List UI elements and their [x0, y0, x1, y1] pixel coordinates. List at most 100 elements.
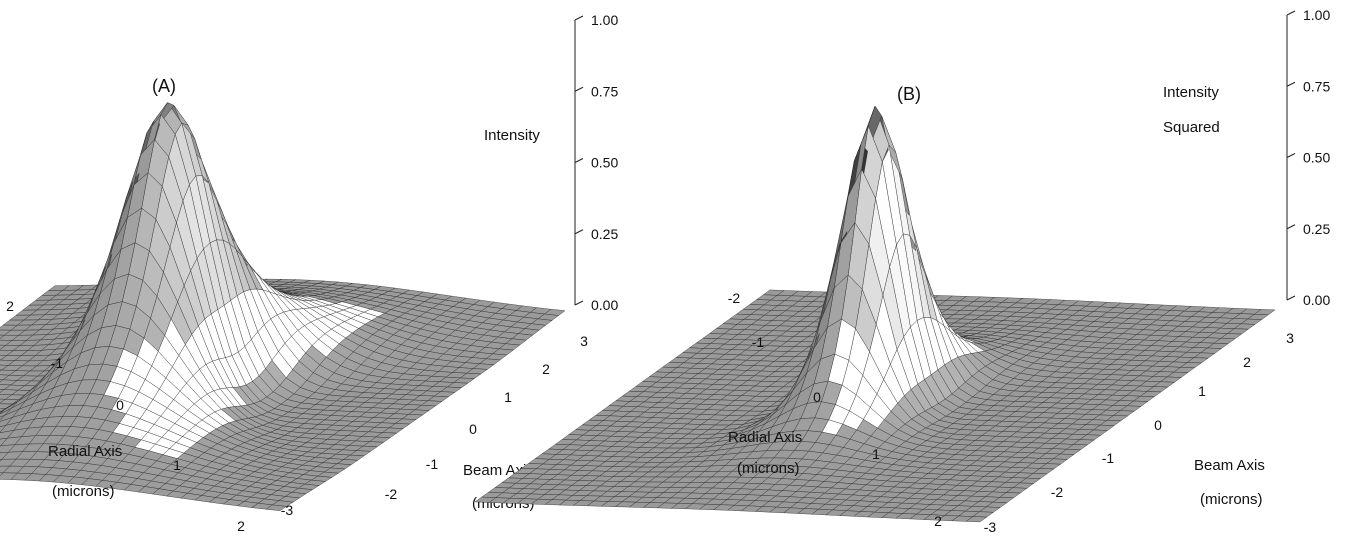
surface-cell	[0, 408, 20, 422]
surface-cell	[0, 324, 18, 331]
surface-cell	[474, 496, 497, 503]
z-tick	[1286, 81, 1296, 87]
panel-a: 1.00 0.75 0.50 0.25 0.00 3 2 1 0 -1 -2 -3 2 -1 0 1 2 (A)…	[0, 12, 618, 534]
panel-b-radial-unit: (microns)	[737, 460, 800, 477]
beam-tick-label: -1	[426, 456, 439, 472]
surface-cell	[0, 369, 17, 376]
radial-tick-label: 2	[6, 298, 14, 314]
surface-cell	[0, 465, 11, 473]
beam-tick-label: 1	[504, 389, 512, 405]
radial-tick-label: 0	[813, 389, 821, 405]
z-tick	[1286, 153, 1296, 158]
panel-a-z-label: Intensity	[484, 127, 540, 144]
z-tick	[574, 158, 584, 163]
surface-cell	[0, 364, 9, 371]
beam-tick-label: 0	[469, 421, 477, 437]
beam-tick-label: 2	[542, 361, 550, 377]
z-tick	[1286, 295, 1296, 301]
panel-b-surface	[474, 105, 1276, 523]
radial-tick-label: 1	[173, 457, 181, 473]
beam-tick-label: 0	[1154, 417, 1162, 433]
surface-cell	[0, 329, 12, 336]
radial-tick-label: 2	[934, 513, 942, 529]
surface-cell	[0, 379, 4, 383]
beam-tick-label: -1	[1102, 450, 1115, 466]
surface-cell	[0, 415, 5, 421]
z-tick-label: 0.25	[1303, 221, 1330, 237]
surface-cell	[0, 394, 13, 400]
surface-cell	[0, 369, 3, 372]
z-tick	[1286, 10, 1296, 16]
panel-b-z-label: Intensity	[1163, 84, 1219, 101]
z-tick	[574, 86, 584, 92]
surface-cell	[0, 344, 7, 350]
z-tick-label: 1.00	[591, 12, 618, 28]
z-tick-label: 0.25	[591, 226, 618, 242]
surface-cell	[0, 410, 4, 414]
z-tick-label: 0.50	[1303, 150, 1330, 166]
surface-cell	[0, 424, 7, 433]
panel-b-label: (B)	[897, 84, 921, 104]
z-tick-label: 0.00	[591, 297, 618, 313]
surface-cell	[0, 405, 11, 413]
surface-cell	[0, 374, 10, 381]
surface-cell	[0, 345, 21, 351]
surface-cell	[0, 389, 5, 393]
surface-cell	[0, 416, 14, 428]
z-tick-label: 0.75	[1303, 78, 1330, 94]
panel-b-radial-label: Radial Axis	[728, 429, 802, 446]
surface-cell	[0, 401, 18, 415]
beam-tick-label: -2	[1051, 484, 1064, 500]
surface-cell	[0, 451, 9, 460]
surface-cell	[0, 384, 12, 390]
panel-b-beam-label: Beam Axis	[1194, 457, 1265, 474]
radial-tick-label: 2	[237, 518, 245, 534]
surface-cell	[0, 444, 16, 453]
panel-b-axes: 1.00 0.75 0.50 0.25 0.00 3 2 1 0 -1 -2 -3 -2 -1 0 1 2	[728, 7, 1331, 535]
surface-cell	[0, 398, 6, 404]
surface-cell	[0, 334, 5, 339]
panel-b-z-label-2: Squared	[1163, 119, 1220, 136]
beam-tick-label: -3	[984, 519, 997, 535]
panel-b-beam-unit: (microns)	[1200, 491, 1263, 508]
surface-cell	[0, 472, 4, 477]
z-tick	[1286, 224, 1296, 230]
beam-tick-label: -2	[385, 486, 398, 502]
surface-cell	[0, 421, 21, 434]
radial-tick-label: 1	[872, 446, 880, 462]
z-tick	[574, 229, 584, 235]
beam-tick-label: -3	[281, 502, 294, 518]
panel-a-label: (A)	[152, 76, 176, 96]
surface-cell	[0, 350, 14, 356]
beam-tick-label: 1	[1198, 383, 1206, 399]
surface-cell	[0, 458, 17, 467]
radial-tick-label: 0	[116, 397, 124, 413]
beam-tick-label: 3	[580, 333, 588, 349]
surface-cell	[0, 354, 8, 361]
surface-cell	[0, 459, 3, 462]
z-tick-label: 0.75	[591, 83, 618, 99]
z-tick	[574, 15, 584, 21]
surface-cell	[0, 334, 20, 341]
z-tick	[574, 300, 584, 306]
surface-cell	[0, 379, 18, 386]
radial-tick-label: -1	[51, 355, 64, 371]
surface-cell	[0, 445, 2, 447]
z-tick-label: 0.00	[1303, 292, 1330, 308]
surface-cell	[0, 472, 18, 480]
radial-tick-label: -1	[752, 334, 765, 350]
beam-tick-label: 3	[1286, 330, 1294, 346]
panel-a-surface	[0, 102, 566, 511]
beam-tick-label: 2	[1243, 354, 1251, 370]
radial-tick-label: -2	[728, 290, 741, 306]
panel-a-radial-unit: (microns)	[52, 483, 115, 500]
surface-cell	[0, 359, 16, 366]
panel-a-radial-label: Radial Axis	[48, 443, 122, 460]
surface-cell	[0, 430, 15, 440]
z-tick-label: 1.00	[1303, 7, 1330, 23]
surface-cell	[0, 339, 13, 346]
z-tick-label: 0.50	[591, 155, 618, 171]
surface-cell	[0, 437, 8, 447]
panel-b: 1.00 0.75 0.50 0.25 0.00 3 2 1 0 -1 -2 -3 -2 -1 0 1 2 (B…	[474, 7, 1331, 535]
